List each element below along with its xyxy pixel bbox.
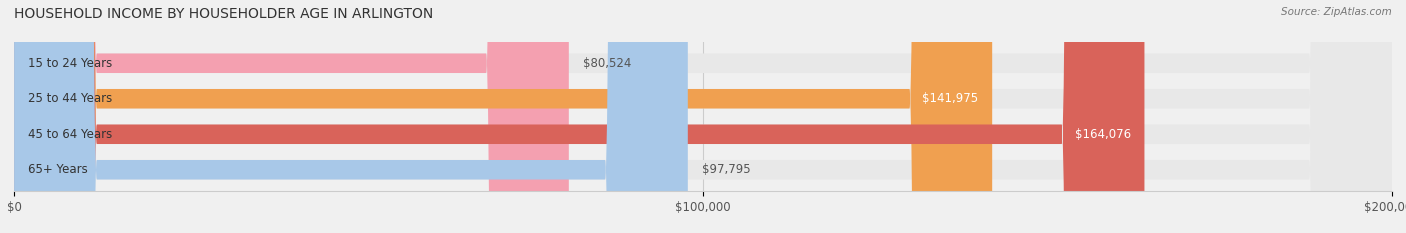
Text: HOUSEHOLD INCOME BY HOUSEHOLDER AGE IN ARLINGTON: HOUSEHOLD INCOME BY HOUSEHOLDER AGE IN A… [14, 7, 433, 21]
FancyBboxPatch shape [14, 0, 569, 233]
FancyBboxPatch shape [14, 0, 1392, 233]
Text: 45 to 64 Years: 45 to 64 Years [28, 128, 112, 141]
Text: $97,795: $97,795 [702, 163, 751, 176]
FancyBboxPatch shape [14, 0, 993, 233]
FancyBboxPatch shape [14, 0, 1144, 233]
FancyBboxPatch shape [14, 0, 688, 233]
FancyBboxPatch shape [14, 0, 1392, 233]
Text: 15 to 24 Years: 15 to 24 Years [28, 57, 112, 70]
Text: 25 to 44 Years: 25 to 44 Years [28, 92, 112, 105]
Text: $80,524: $80,524 [582, 57, 631, 70]
Text: 65+ Years: 65+ Years [28, 163, 87, 176]
FancyBboxPatch shape [14, 0, 1392, 233]
FancyBboxPatch shape [14, 0, 1392, 233]
Text: Source: ZipAtlas.com: Source: ZipAtlas.com [1281, 7, 1392, 17]
Text: $164,076: $164,076 [1074, 128, 1130, 141]
Text: $141,975: $141,975 [922, 92, 979, 105]
